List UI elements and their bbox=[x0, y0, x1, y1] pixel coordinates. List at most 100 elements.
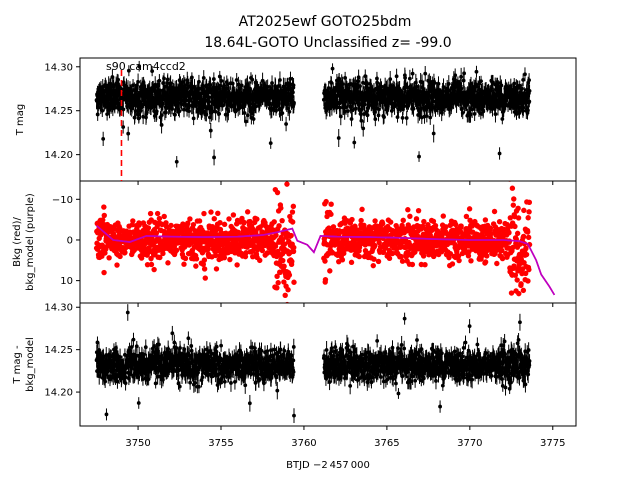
data-point bbox=[290, 203, 297, 210]
panel-tmag: 14.20 14.25 14.30 T mag s90 cam4ccd2 bbox=[15, 57, 577, 185]
data-point bbox=[159, 123, 164, 127]
data-point bbox=[179, 102, 184, 107]
data-point bbox=[208, 128, 213, 133]
data-point bbox=[244, 209, 251, 215]
data-point bbox=[388, 77, 393, 82]
data-point bbox=[154, 210, 161, 217]
data-point bbox=[210, 109, 215, 114]
data-point bbox=[247, 218, 253, 225]
data-point bbox=[213, 266, 220, 272]
data-point bbox=[399, 258, 406, 264]
data-point bbox=[479, 79, 483, 84]
data-point bbox=[159, 113, 164, 118]
data-point bbox=[400, 217, 406, 223]
data-point bbox=[168, 222, 174, 229]
data-point bbox=[131, 247, 138, 253]
data-point bbox=[287, 213, 293, 220]
data-point bbox=[359, 118, 364, 123]
data-point bbox=[244, 119, 248, 124]
data-point bbox=[460, 110, 465, 115]
data-point bbox=[274, 189, 281, 196]
data-point bbox=[193, 256, 200, 262]
data-point bbox=[490, 107, 495, 111]
data-point bbox=[279, 217, 285, 224]
data-point bbox=[403, 82, 408, 87]
data-point bbox=[436, 81, 441, 86]
chart-title-line1: AT2025ewf GOTO25bdm bbox=[239, 14, 412, 30]
data-point bbox=[259, 247, 266, 254]
data-point bbox=[117, 253, 123, 260]
data-point bbox=[398, 253, 404, 260]
data-point bbox=[242, 111, 247, 115]
data-point bbox=[254, 216, 260, 222]
data-point bbox=[291, 244, 297, 251]
data-point bbox=[101, 212, 107, 219]
data-point bbox=[423, 71, 428, 76]
data-point bbox=[217, 219, 223, 226]
data-point bbox=[106, 255, 112, 261]
data-point bbox=[181, 261, 187, 267]
data-point bbox=[285, 287, 291, 293]
y-axis-label-line: T mag bbox=[15, 104, 26, 137]
data-point bbox=[352, 140, 357, 145]
data-point bbox=[287, 109, 292, 114]
data-point bbox=[260, 78, 265, 83]
data-point bbox=[411, 106, 416, 111]
data-point bbox=[126, 68, 131, 73]
data-point bbox=[462, 71, 467, 76]
data-point bbox=[201, 76, 206, 80]
data-point bbox=[404, 116, 409, 120]
data-point bbox=[122, 249, 128, 256]
data-point bbox=[157, 254, 163, 261]
series-points-0-0 bbox=[94, 60, 532, 168]
data-point bbox=[286, 272, 293, 278]
data-point bbox=[459, 86, 464, 91]
data-point bbox=[114, 262, 120, 268]
data-point bbox=[257, 257, 263, 264]
data-point bbox=[157, 78, 162, 83]
data-point bbox=[215, 210, 221, 217]
data-point bbox=[165, 77, 170, 82]
data-point bbox=[284, 122, 288, 126]
data-point bbox=[459, 74, 464, 79]
data-point bbox=[227, 256, 233, 263]
data-point bbox=[182, 255, 189, 262]
data-point bbox=[189, 75, 194, 80]
data-point bbox=[412, 249, 418, 255]
data-point bbox=[376, 239, 382, 246]
data-point bbox=[289, 317, 294, 322]
data-point bbox=[288, 232, 294, 239]
data-point bbox=[101, 136, 106, 141]
data-point bbox=[280, 111, 285, 116]
data-point bbox=[351, 101, 356, 105]
data-point bbox=[268, 141, 273, 146]
data-point bbox=[527, 99, 532, 104]
data-point bbox=[168, 81, 173, 86]
data-point bbox=[329, 81, 334, 85]
data-point bbox=[116, 77, 121, 82]
data-point bbox=[328, 211, 334, 217]
data-point bbox=[162, 76, 166, 81]
data-point bbox=[413, 216, 420, 222]
data-point bbox=[382, 115, 386, 119]
data-point bbox=[415, 207, 422, 214]
sector-annotation: s90 cam4ccd2 bbox=[106, 60, 186, 73]
data-point bbox=[156, 215, 163, 222]
data-point bbox=[527, 89, 532, 93]
data-point bbox=[173, 247, 180, 253]
data-point bbox=[282, 292, 288, 298]
data-point bbox=[349, 216, 355, 223]
data-point bbox=[230, 81, 235, 86]
data-point bbox=[230, 212, 237, 218]
data-point bbox=[280, 257, 286, 264]
data-point bbox=[136, 222, 142, 228]
data-point bbox=[212, 252, 219, 259]
data-point bbox=[161, 101, 165, 106]
data-point bbox=[150, 69, 155, 74]
y-tick-label: 14.30 bbox=[44, 62, 73, 73]
data-point bbox=[322, 258, 328, 264]
data-point bbox=[377, 107, 381, 112]
data-point bbox=[221, 221, 228, 228]
data-point bbox=[148, 261, 155, 268]
chart-title-line2: 18.64L-GOTO Unclassified z= -99.0 bbox=[204, 35, 451, 51]
